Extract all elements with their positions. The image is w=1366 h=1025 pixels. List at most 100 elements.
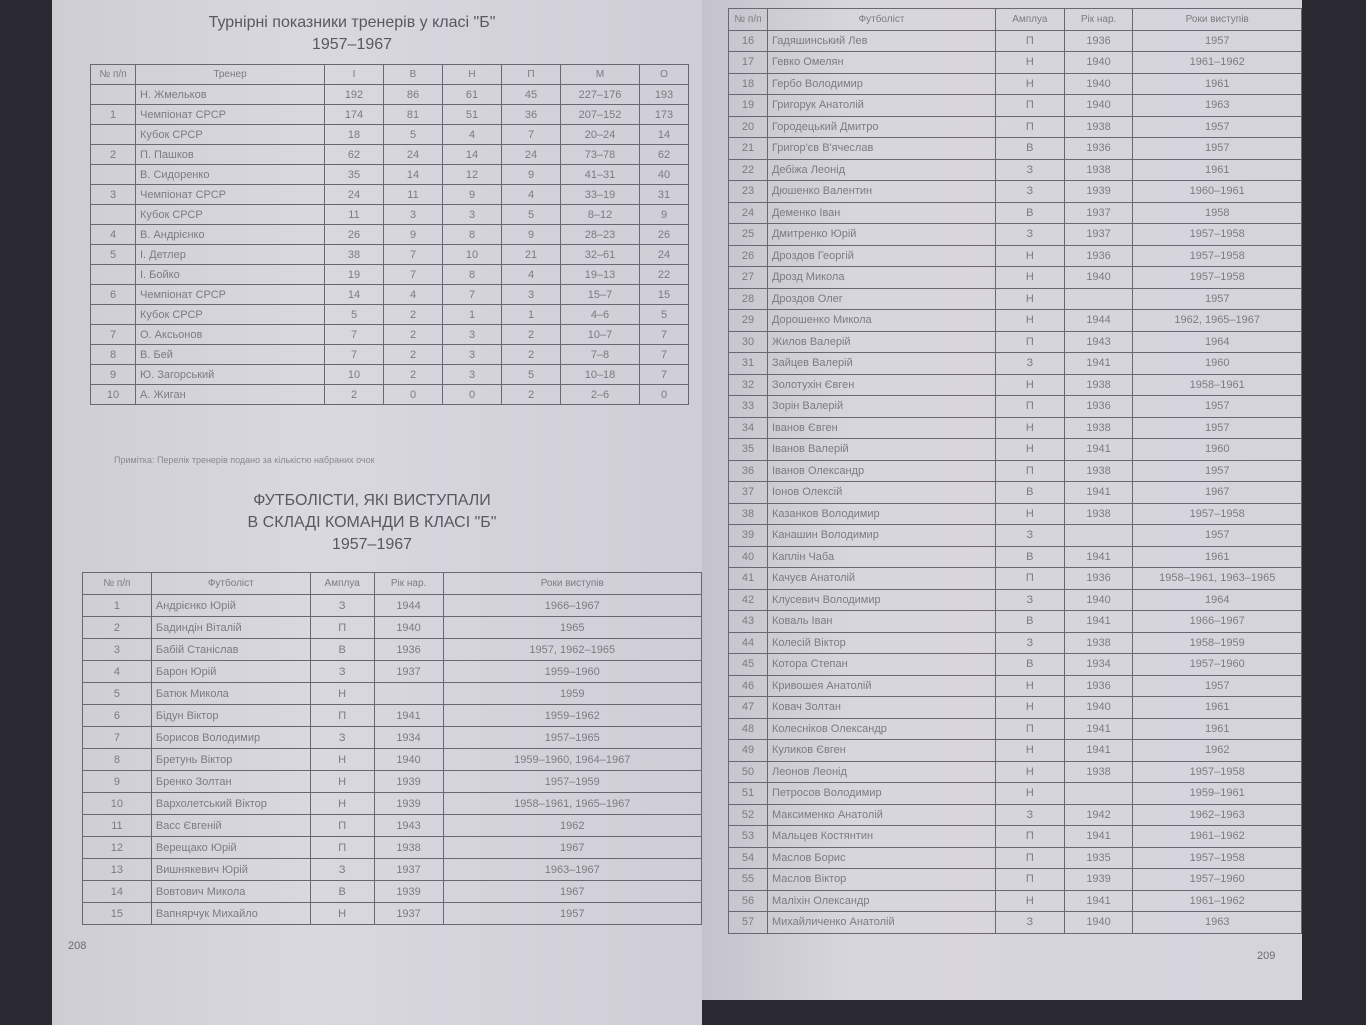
cell: 36 [501, 104, 561, 125]
cell: 1957 [1132, 416, 1302, 439]
cell: 1959–1962 [442, 704, 702, 727]
cell: 1965 [442, 616, 702, 639]
cell: 1967 [442, 880, 702, 903]
row: Кубок СРСР 11 3 3 5 8–12 9 [90, 204, 689, 225]
cell: 1961–1962 [1132, 889, 1302, 912]
cell: 7 [383, 244, 443, 265]
cell: 9 [501, 164, 561, 185]
cell: 1964 [1132, 588, 1302, 611]
cell: Н [994, 739, 1065, 762]
cell: 1957 [1132, 674, 1302, 697]
header-cell: № п/п [90, 64, 136, 85]
cell: Дебіжа Леонід [766, 158, 996, 181]
cell: Н [994, 674, 1065, 697]
row: 10 Вархолетський Віктор Н 1939 1958–1961, 19… [82, 792, 702, 815]
row: 29 Дорошенко Микола Н 1944 1962, 1965–1967 [728, 309, 1302, 332]
left-page: Турнірні показники тренерів у класі "Б" 1… [52, 0, 702, 1025]
cell: 1941 [373, 704, 444, 727]
cell: 1941 [1063, 889, 1134, 912]
row: 21 Григор'єв В'ячеслав В 1936 1957 [728, 137, 1302, 160]
row: 2 П. Пашков 62 24 14 24 73–78 62 [90, 144, 689, 165]
row: 57 Михайличенко Анатолій З 1940 1963 [728, 911, 1302, 934]
cell: 1 [501, 304, 561, 325]
row: 12 Верещако Юрій П 1938 1967 [82, 836, 702, 859]
row: 46 Кривошея Анатолій Н 1936 1957 [728, 674, 1302, 697]
cell: 4 [90, 224, 136, 245]
row: 27 Дрозд Микола Н 1940 1957–1958 [728, 266, 1302, 289]
cell: 16 [728, 29, 768, 52]
row: Кубок СРСР 18 5 4 7 20–24 14 [90, 124, 689, 145]
table: № п/п Тренер І В Н П М О Н. Жмельков 192 86 61 45 227… [90, 64, 689, 405]
cell: П. Пашков [135, 144, 325, 165]
cell: 1957–1958 [1132, 223, 1302, 246]
row: 5 Батюк Микола Н 1959 [82, 682, 702, 705]
header-cell: № п/п [82, 572, 152, 595]
row: 25 Дмитренко Юрій З 1937 1957–1958 [728, 223, 1302, 246]
cell: 1961 [1132, 158, 1302, 181]
cell: 31 [728, 352, 768, 375]
row: 18 Гербо Володимир Н 1940 1961 [728, 72, 1302, 95]
cell [90, 204, 136, 225]
row: 30 Жилов Валерій П 1943 1964 [728, 330, 1302, 353]
row: 33 Зорін Валерій П 1936 1957 [728, 395, 1302, 418]
cell: 45 [501, 84, 561, 105]
cell: 4 [501, 184, 561, 205]
cell: 1957 [1132, 137, 1302, 160]
cell: 7 [383, 264, 443, 285]
cell: Бадиндін Віталій [150, 616, 311, 639]
cell: 1937 [1063, 201, 1134, 224]
row: 24 Деменко Іван В 1937 1958 [728, 201, 1302, 224]
cell: 27 [728, 266, 768, 289]
cell: 4 [82, 660, 152, 683]
cell: 51 [442, 104, 502, 125]
cell: 10 [82, 792, 152, 815]
cell: 1941 [1063, 717, 1134, 740]
cell: 12 [82, 836, 152, 859]
cell: 37 [728, 481, 768, 504]
cell: 15 [639, 284, 689, 305]
cell: Вапнярчук Михайло [150, 902, 311, 925]
players-table-wrap: № п/п Футболіст Амплуа Рік нар. Роки виступі… [82, 572, 702, 925]
cell: 14 [442, 144, 502, 165]
cell: 9 [82, 770, 152, 793]
cell: Ковач Золтан [766, 696, 996, 719]
row: 23 Дюшенко Валентин З 1939 1960–1961 [728, 180, 1302, 203]
cell: П [994, 868, 1065, 891]
cell: Чемпіонат СРСР [135, 104, 325, 125]
cell: 1961–1962 [1132, 825, 1302, 848]
cell: 3 [442, 344, 502, 365]
row: 7 О. Аксьонов 7 2 3 2 10–7 7 [90, 324, 689, 345]
row: 9 Бренко Золтан Н 1939 1957–1959 [82, 770, 702, 793]
cell: Н [994, 72, 1065, 95]
players-table-wrap: № п/п Футболіст Амплуа Рік нар. Роки виступі… [728, 8, 1302, 934]
cell: Михайличенко Анатолій [766, 911, 996, 934]
cell: 1941 [1063, 481, 1134, 504]
cell: Васс Євгеній [150, 814, 311, 837]
cell: Бідун Віктор [150, 704, 311, 727]
cell: Верещако Юрій [150, 836, 311, 859]
cell: Н [994, 287, 1065, 310]
cell: 81 [383, 104, 443, 125]
cell: В [309, 880, 375, 903]
header-cell: Амплуа [994, 8, 1065, 31]
cell: Кубок СРСР [135, 304, 325, 325]
cell: 1957 [1132, 524, 1302, 547]
cell: В [994, 610, 1065, 633]
cell: Дроздов Олег [766, 287, 996, 310]
row: 7 Борисов Володимир З 1934 1957–1965 [82, 726, 702, 749]
cell: Дюшенко Валентин [766, 180, 996, 203]
header-cell: Рік нар. [1063, 8, 1134, 31]
cell: Леонов Леонід [766, 760, 996, 783]
cell: 38 [728, 502, 768, 525]
cell: 24 [501, 144, 561, 165]
row: 14 Вовтович Микола В 1939 1967 [82, 880, 702, 903]
cell: 7 [501, 124, 561, 145]
cell: 33 [728, 395, 768, 418]
cell: 35 [324, 164, 384, 185]
cell [1063, 524, 1134, 547]
cell: 5 [82, 682, 152, 705]
cell: 7 [442, 284, 502, 305]
cell: 19 [324, 264, 384, 285]
row: 3 Бабій Станіслав В 1936 1957, 1962–1965 [82, 638, 702, 661]
